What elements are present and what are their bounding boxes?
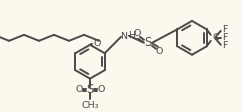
Text: O: O	[155, 47, 163, 56]
Text: N: N	[121, 32, 128, 41]
Text: F: F	[222, 33, 227, 42]
Text: O: O	[97, 85, 105, 94]
Text: S: S	[86, 83, 94, 96]
Text: O: O	[75, 85, 83, 94]
Text: F: F	[222, 25, 227, 34]
Text: F: F	[222, 41, 227, 50]
Text: O: O	[133, 29, 141, 38]
Text: H: H	[128, 31, 135, 40]
Text: C: C	[213, 33, 219, 42]
Text: CH₃: CH₃	[81, 101, 99, 110]
Text: S: S	[144, 36, 152, 49]
Text: O: O	[94, 39, 101, 48]
